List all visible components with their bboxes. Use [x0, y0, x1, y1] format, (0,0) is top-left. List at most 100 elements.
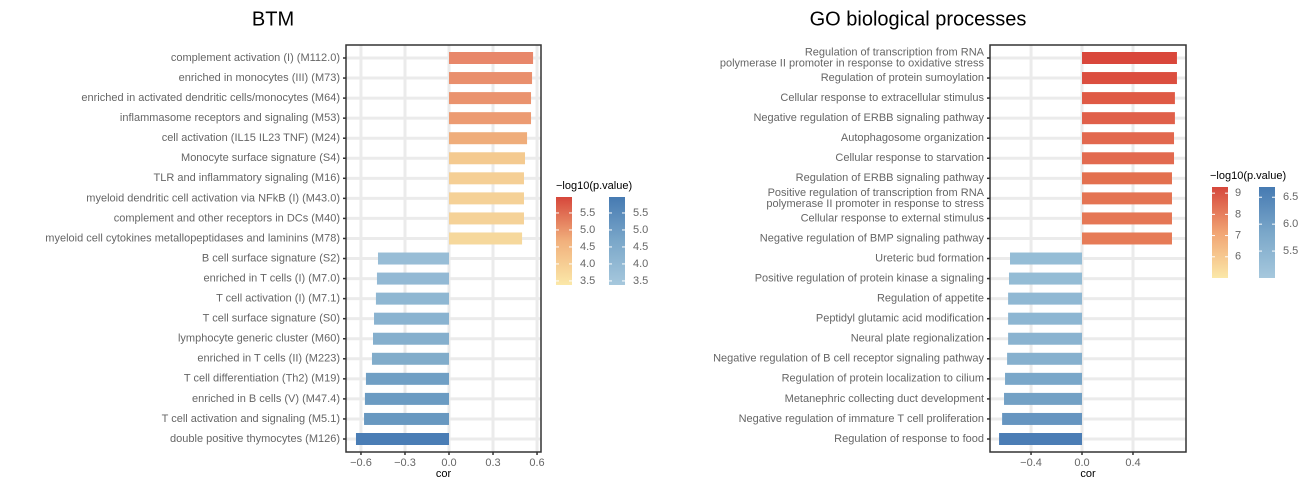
colorbar-label: 4.0	[580, 258, 595, 270]
bar	[449, 92, 532, 105]
colorbar-label: 5.5	[1283, 245, 1298, 257]
bar	[1082, 172, 1172, 185]
bar	[449, 72, 533, 85]
bar	[375, 292, 450, 305]
legend-title: −log10(p.value)	[556, 180, 632, 192]
bar	[449, 172, 524, 185]
colorbar-label: 4.0	[633, 258, 648, 270]
x-tick-label: −0.4	[1020, 457, 1042, 469]
plot-border	[345, 44, 542, 453]
bar	[372, 332, 450, 345]
bar	[449, 152, 526, 165]
bar	[449, 212, 524, 225]
x-tick-label: 0.6	[529, 457, 544, 469]
y-tick-label: Regulation of ERBB signaling pathway	[796, 172, 985, 184]
bar	[1005, 372, 1083, 385]
y-tick-label: lymphocyte generic cluster (M60)	[178, 333, 340, 345]
bar	[374, 312, 450, 325]
y-tick-label: Regulation of transcription from RNA poly…	[720, 46, 985, 69]
y-tick-label: Positive regulation of transcription fro…	[766, 187, 984, 210]
x-tick-label: 0.3	[485, 457, 500, 469]
colorbar	[1259, 187, 1275, 278]
colorbar-label: 6.0	[1283, 218, 1298, 230]
bar	[449, 132, 528, 145]
colorbar-label: 3.5	[580, 275, 595, 287]
y-tick-label: TLR and inflammatory signaling (M16)	[154, 172, 340, 184]
bar	[1082, 52, 1177, 64]
y-tick-label: myeloid cell cytokines metallopeptidases…	[45, 232, 340, 244]
y-tick-label: Autophagosome organization	[841, 132, 984, 144]
bar	[1004, 392, 1083, 405]
bar	[1010, 252, 1083, 265]
y-tick-label: Cellular response to starvation	[835, 152, 984, 164]
colorbar-label: 3.5	[633, 275, 648, 287]
bar	[1082, 132, 1175, 145]
bar	[1008, 272, 1083, 285]
y-tick-label: enriched in T cells (II) (M223)	[197, 353, 340, 365]
y-tick-label-line: polymerase II promoter in response to st…	[766, 198, 984, 210]
y-tick-label: Positive regulation of protein kinase a …	[755, 272, 984, 284]
y-tick-label: Negative regulation of immature T cell p…	[739, 413, 984, 425]
bar	[365, 372, 450, 385]
y-tick-label: Cellular response to extracellular stimu…	[780, 92, 984, 104]
bar	[449, 52, 534, 64]
y-tick-label: Monocyte surface signature (S4)	[181, 152, 340, 164]
y-tick-label: inflammasome receptors and signaling (M5…	[120, 112, 340, 124]
y-tick-label: myeloid dendritic cell activation via NF…	[86, 192, 340, 204]
x-tick-label: −0.6	[350, 457, 372, 469]
y-tick-label: double positive thymocytes (M126)	[170, 433, 340, 445]
bar	[999, 433, 1083, 445]
y-tick-label: Regulation of protein localization to ci…	[782, 373, 984, 385]
x-tick-label: 0.4	[1125, 457, 1140, 469]
y-tick-label: complement activation (I) (M112.0)	[171, 52, 340, 64]
legend-title: −log10(p.value)	[1210, 170, 1286, 182]
chart-title: GO biological processes	[810, 8, 1027, 30]
bar	[364, 412, 450, 425]
bar	[1008, 292, 1083, 305]
x-axis-title: cor	[1080, 468, 1096, 480]
y-tick-label-line: Positive regulation of transcription fro…	[768, 187, 985, 199]
y-tick-label-line: polymerase II promoter in response to ox…	[720, 57, 985, 69]
colorbar-label: 8	[1235, 208, 1241, 220]
colorbar	[556, 197, 572, 285]
bar	[1082, 212, 1172, 225]
y-tick-label: Metanephric collecting duct development	[785, 393, 984, 405]
x-tick-label: 0.0	[1074, 457, 1089, 469]
bar	[1082, 232, 1172, 245]
y-tick-label: enriched in B cells (V) (M47.4)	[192, 393, 340, 405]
bar	[1082, 92, 1175, 105]
y-tick-label: Ureteric bud formation	[875, 252, 984, 264]
bar	[1002, 412, 1083, 425]
x-axis-title: cor	[436, 468, 452, 480]
y-tick-label: Regulation of protein sumoylation	[821, 72, 984, 84]
bar	[377, 252, 450, 265]
chart-title: BTM	[252, 8, 294, 30]
y-tick-label: Negative regulation of ERBB signaling pa…	[753, 112, 984, 124]
y-tick-label: Regulation of response to food	[834, 433, 984, 445]
colorbar-label: 4.5	[580, 241, 595, 253]
colorbar-label: 5.0	[633, 224, 648, 236]
x-tick-label: −0.3	[394, 457, 416, 469]
colorbar-label: 5.5	[633, 207, 648, 219]
y-tick-label-line: Regulation of transcription from RNA	[805, 46, 985, 58]
bar	[1082, 192, 1172, 205]
y-tick-label: Peptidyl glutamic acid modification	[816, 313, 984, 325]
bar	[376, 272, 450, 285]
bar	[1008, 312, 1083, 325]
y-tick-label: enriched in monocytes (III) (M73)	[179, 72, 340, 84]
bar	[449, 112, 532, 125]
y-tick-label: Negative regulation of B cell receptor s…	[713, 353, 984, 365]
y-tick-label: Neural plate regionalization	[851, 333, 984, 345]
colorbar-label: 6	[1235, 251, 1241, 263]
y-tick-label: T cell activation and signaling (M5.1)	[162, 413, 340, 425]
bar	[1007, 352, 1083, 365]
x-tick-label: 0.0	[441, 457, 456, 469]
colorbar-label: 4.5	[633, 241, 648, 253]
colorbar-label: 5.5	[580, 207, 595, 219]
y-tick-label: complement and other receptors in DCs (M…	[114, 212, 340, 224]
bar	[1008, 332, 1083, 345]
y-tick-label: Regulation of appetite	[877, 293, 984, 305]
y-tick-label: Cellular response to external stimulus	[801, 212, 985, 224]
bar	[449, 192, 524, 205]
